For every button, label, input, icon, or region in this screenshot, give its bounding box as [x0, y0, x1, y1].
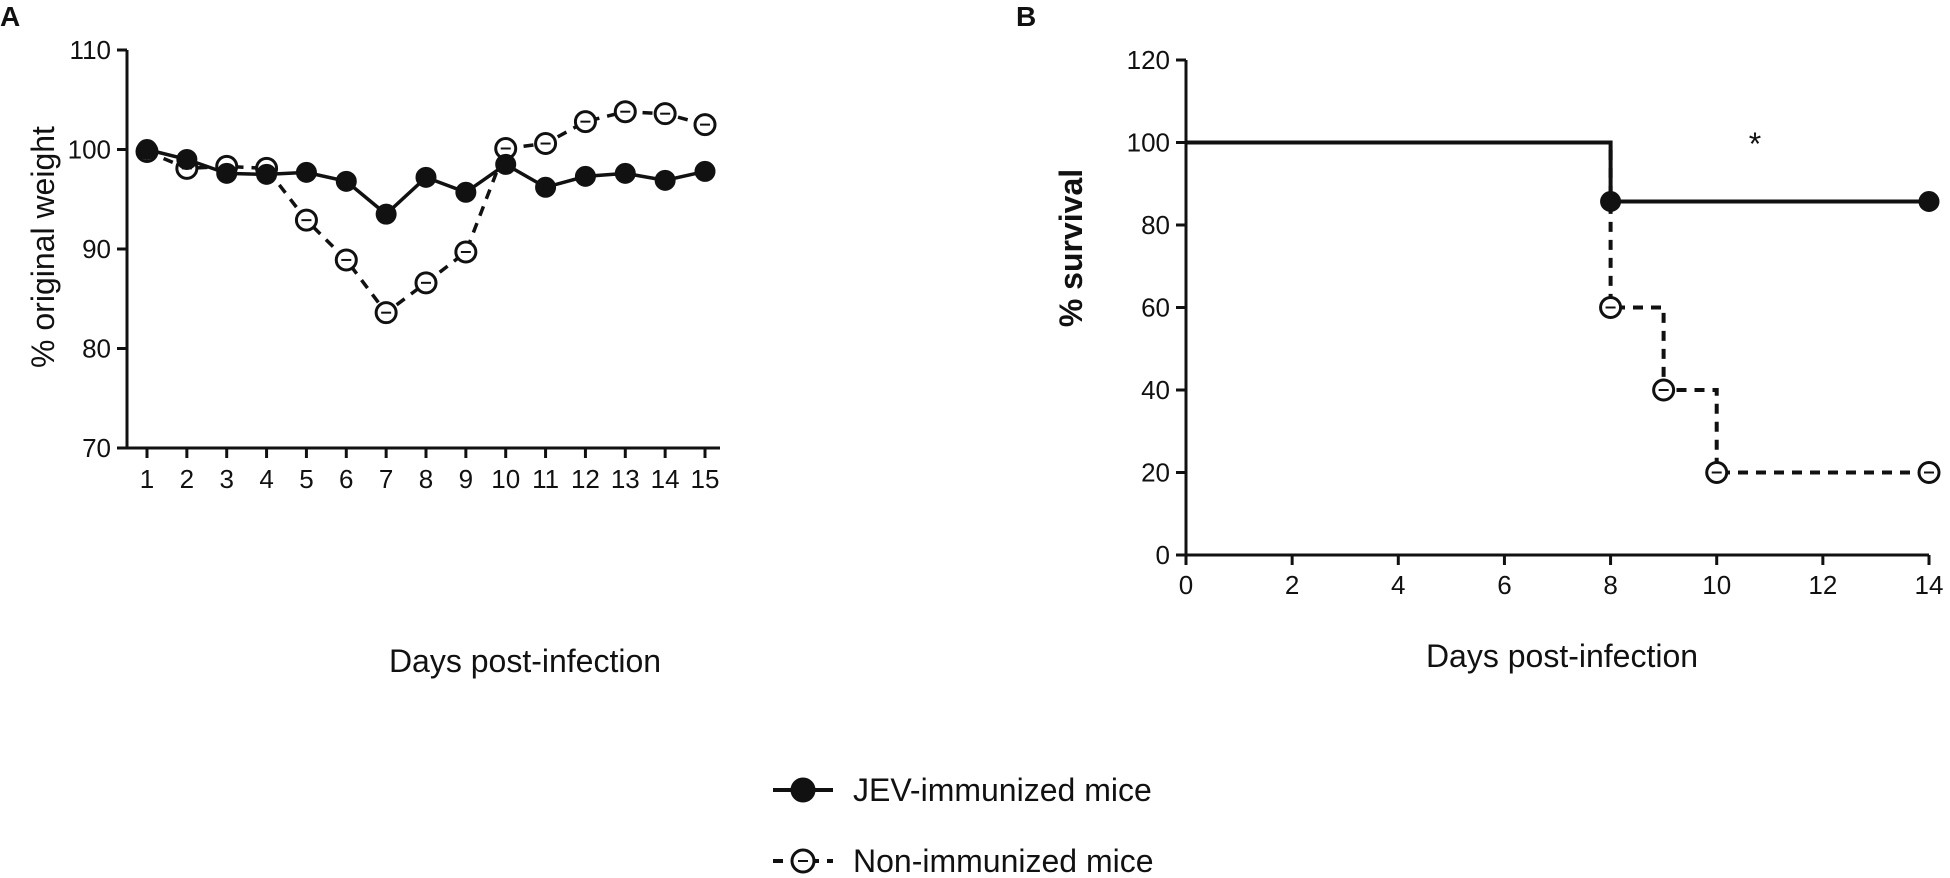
panel-a-point-jev-immunized — [455, 181, 477, 203]
panel-a-ylabel: % original weight — [25, 126, 61, 368]
panel-a-x-tick-label: 3 — [219, 464, 233, 494]
legend-jev-marker — [790, 777, 816, 803]
panel-a-x-tick-label: 8 — [419, 464, 433, 494]
legend: JEV-immunized mice Non-immunized mice — [773, 772, 1154, 878]
panel-b-point-jev-immunized — [1918, 190, 1940, 212]
panel-a-letter: A — [0, 1, 20, 32]
panel-a-point-jev-immunized — [335, 170, 357, 192]
panel-b-x-tick-label: 4 — [1391, 570, 1405, 600]
panel-a-x-tick-label: 6 — [339, 464, 353, 494]
panel-a-point-jev-immunized — [216, 162, 238, 184]
panel-a-x-tick-label: 2 — [180, 464, 194, 494]
panel-a-point-jev-immunized — [176, 148, 198, 170]
panel-b-letter: B — [1016, 1, 1036, 32]
panel-a-point-jev-immunized — [574, 165, 596, 187]
panel-a-x-tick-label: 1 — [140, 464, 154, 494]
panel-a-x-tick-label: 14 — [651, 464, 680, 494]
panel-b-x-tick-label: 14 — [1915, 570, 1944, 600]
panel-a-point-jev-immunized — [375, 203, 397, 225]
panel-b-x-tick-label: 8 — [1603, 570, 1617, 600]
panel-b-ylabel: % survival — [1053, 169, 1089, 327]
panel-a-x-tick-label: 12 — [571, 464, 600, 494]
panel-b-y-tick-label: 60 — [1141, 293, 1170, 323]
panel-b-y-tick-label: 100 — [1127, 128, 1170, 158]
panel-a-point-jev-immunized — [614, 162, 636, 184]
panel-a-point-jev-immunized — [495, 153, 517, 175]
panel-b-point-jev-immunized — [1600, 190, 1622, 212]
panel-a-y-tick-label: 100 — [68, 135, 111, 165]
panel-b-xlabel: Days post-infection — [1426, 638, 1698, 674]
panel-b-x-tick-label: 12 — [1808, 570, 1837, 600]
legend-label-non-immunized: Non-immunized mice — [853, 843, 1154, 878]
panel-b-x-tick-label: 10 — [1702, 570, 1731, 600]
panel-b-x-tick-label: 0 — [1179, 570, 1193, 600]
panel-a-point-jev-immunized — [694, 160, 716, 182]
panel-b-marks — [1186, 140, 1941, 484]
panel-b-y-tick-label: 120 — [1127, 45, 1170, 75]
panel-a-point-jev-immunized — [295, 161, 317, 183]
panel-b-series-line-jev-immunized — [1186, 140, 1929, 204]
panel-b-y-tick-label: 20 — [1141, 458, 1170, 488]
panel-b-series-line-non-immunized — [1186, 140, 1929, 475]
panel-a-x-tick-label: 7 — [379, 464, 393, 494]
panel-a-x-tick-label: 15 — [691, 464, 720, 494]
panel-a-x-tick-label: 13 — [611, 464, 640, 494]
panel-a-point-jev-immunized — [256, 163, 278, 185]
panel-a-x-tick-label: 10 — [491, 464, 520, 494]
panel-a-point-jev-immunized — [136, 139, 158, 160]
panel-a-y-tick-label: 110 — [70, 35, 111, 65]
panel-a-point-jev-immunized — [415, 166, 437, 188]
panel-a-point-jev-immunized — [535, 176, 557, 198]
panel-a-x-tick-label: 11 — [532, 464, 559, 494]
panel-a-xlabel: Days post-infection — [389, 643, 661, 679]
panel-a-y-tick-label: 70 — [82, 433, 111, 463]
panel-b-y-tick-label: 40 — [1141, 375, 1170, 405]
panel-a-y-tick-label: 80 — [82, 334, 111, 364]
panel-a-x-tick-label: 4 — [259, 464, 273, 494]
panel-a-x-tick-label: 5 — [299, 464, 313, 494]
panel-b-axes: 0 20 40 60 80 100 120 0 2 4 6 8 10 12 14 — [1127, 45, 1944, 600]
panel-b-significance-annotation: * — [1749, 126, 1761, 162]
panel-a-marks — [135, 100, 717, 325]
panel-a-y-tick-label: 90 — [82, 234, 111, 264]
panel-b: B 0 20 40 60 80 100 120 0 2 4 6 8 10 12 14 Days post-i… — [1016, 1, 1943, 674]
panel-a-x-tick-label: 9 — [459, 464, 473, 494]
panel-b-x-tick-label: 2 — [1285, 570, 1299, 600]
panel-b-x-tick-label: 6 — [1497, 570, 1511, 600]
panel-a-point-jev-immunized — [654, 169, 676, 191]
panel-b-y-tick-label: 80 — [1141, 210, 1170, 240]
panel-b-y-tick-label: 0 — [1156, 540, 1170, 570]
legend-label-jev-immunized: JEV-immunized mice — [853, 772, 1152, 808]
